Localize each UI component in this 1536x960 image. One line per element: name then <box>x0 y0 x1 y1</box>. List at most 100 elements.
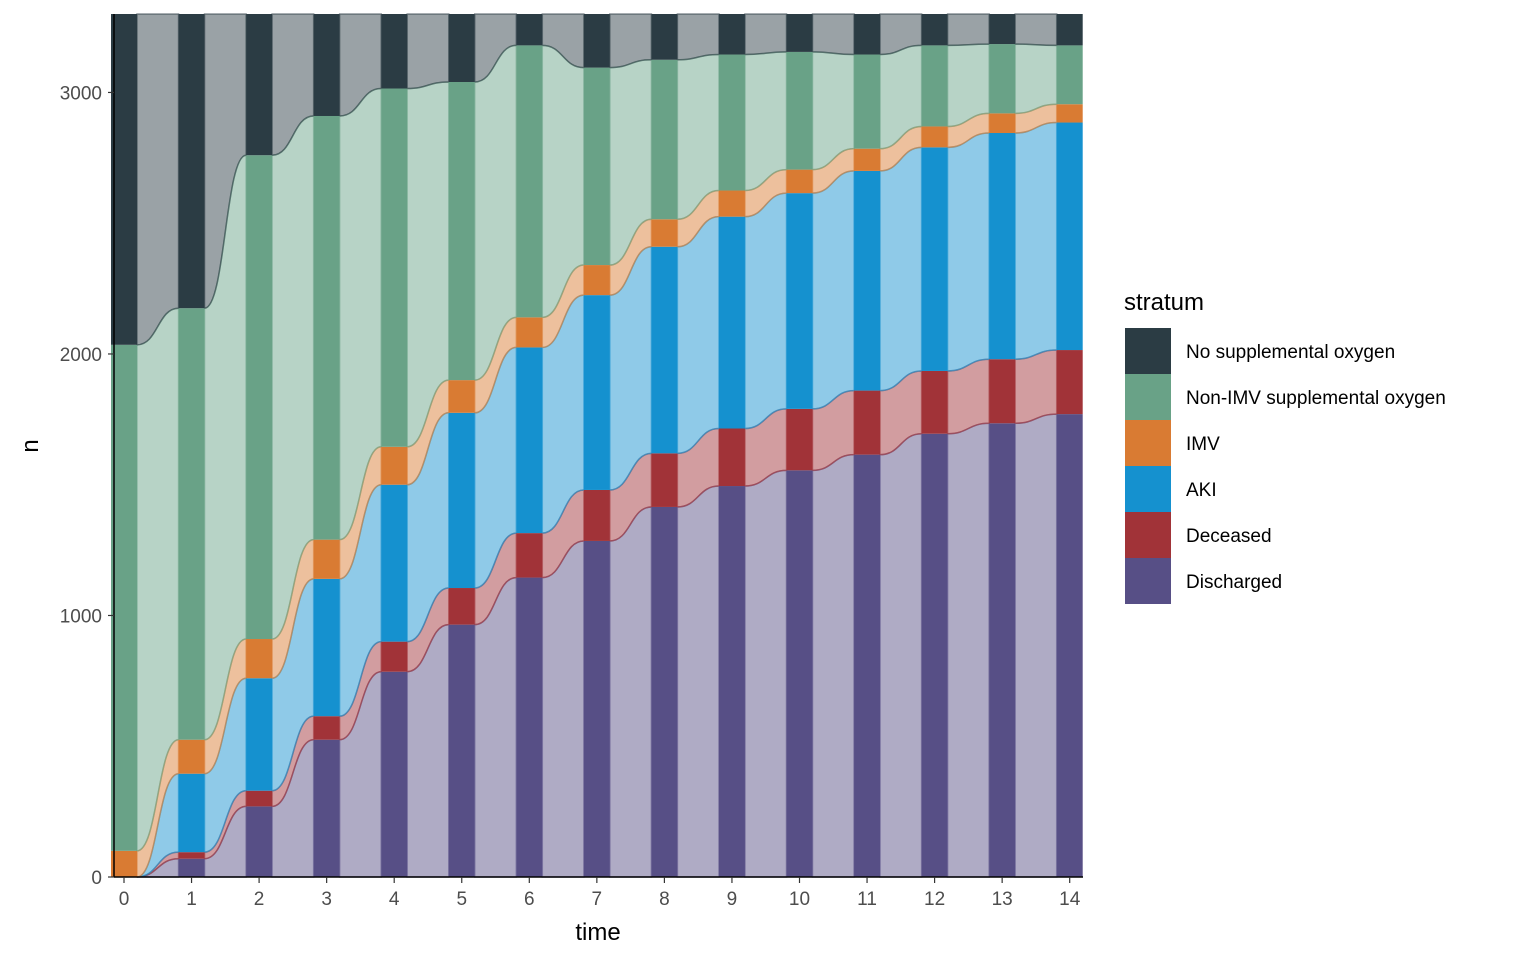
bar-imv-t11 <box>854 148 881 171</box>
flow-deceased-t13 <box>1014 349 1058 425</box>
legend-label-aki: AKI <box>1186 480 1217 501</box>
bar-deceased-t13 <box>989 359 1016 424</box>
bar-discharged-t13 <box>989 423 1016 877</box>
legend: stratum No supplemental oxygen Non-IMV su… <box>1124 289 1446 604</box>
y-tick-label: 0 <box>91 868 102 889</box>
bar-discharged-t5 <box>448 624 475 877</box>
flow-no-supplemental-oxygen-t10 <box>811 13 855 56</box>
bar-discharged-t1 <box>178 858 205 877</box>
bar-deceased-t5 <box>448 588 475 625</box>
bar-no-supplemental-oxygen-t4 <box>381 14 408 89</box>
bar-imv-t3 <box>313 539 340 579</box>
flow-discharged-t6 <box>541 540 585 878</box>
x-tick-label: 8 <box>659 889 670 910</box>
bar-non-imv-supplemental-oxygen-t13 <box>989 44 1016 114</box>
bar-non-imv-supplemental-oxygen-t5 <box>448 81 475 381</box>
bar-discharged-t3 <box>313 739 340 877</box>
flow-no-supplemental-oxygen-t13 <box>1014 13 1058 47</box>
bar-aki-t9 <box>718 216 745 429</box>
bar-non-imv-supplemental-oxygen-t9 <box>718 54 745 191</box>
x-tick-label: 4 <box>389 889 400 910</box>
flow-aki-t9 <box>744 192 788 430</box>
bar-discharged-t6 <box>516 577 543 877</box>
bar-imv-t12 <box>921 126 948 148</box>
x-tick-label: 5 <box>456 889 467 910</box>
x-tick-label: 14 <box>1059 889 1081 910</box>
flow-aki-t13 <box>1014 121 1058 360</box>
bar-non-imv-supplemental-oxygen-t1 <box>178 308 205 740</box>
flow-no-supplemental-oxygen-t4 <box>406 13 450 90</box>
bar-non-imv-supplemental-oxygen-t12 <box>921 45 948 127</box>
bar-deceased-t1 <box>178 852 205 859</box>
bar-deceased-t3 <box>313 716 340 740</box>
bar-discharged-t12 <box>921 433 948 877</box>
bar-non-imv-supplemental-oxygen-t6 <box>516 45 543 318</box>
bar-aki-t14 <box>1056 122 1083 351</box>
bar-imv-t6 <box>516 317 543 348</box>
bar-deceased-t7 <box>583 489 610 541</box>
x-tick-label: 6 <box>524 889 535 910</box>
flow-no-supplemental-oxygen-t2 <box>271 13 315 156</box>
bar-no-supplemental-oxygen-t8 <box>651 14 678 60</box>
legend-key-no-supplemental-oxygen <box>1125 328 1171 374</box>
bar-imv-t0 <box>111 850 137 877</box>
bar-discharged-t11 <box>854 454 881 877</box>
legend-label-non-imv-supplemental-oxygen: Non-IMV supplemental oxygen <box>1186 388 1446 409</box>
bar-imv-t8 <box>651 219 678 247</box>
bar-imv-t14 <box>1056 104 1083 123</box>
flow-no-supplemental-oxygen-t0 <box>136 13 180 346</box>
bar-no-supplemental-oxygen-t9 <box>718 14 745 55</box>
flow-non-imv-supplemental-oxygen-t13 <box>1014 43 1058 115</box>
bar-aki-t13 <box>989 132 1016 360</box>
bar-aki-t12 <box>921 147 948 371</box>
bar-aki-t1 <box>178 773 205 853</box>
bar-deceased-t8 <box>651 453 678 507</box>
x-tick-label: 0 <box>119 889 130 910</box>
flow-discharged-t10 <box>811 453 855 878</box>
flow-discharged-t11 <box>879 432 923 878</box>
bar-aki-t11 <box>854 170 881 391</box>
x-tick-label: 1 <box>186 889 197 910</box>
bar-deceased-t14 <box>1056 350 1083 415</box>
flow-discharged-t13 <box>1014 413 1058 878</box>
bar-aki-t4 <box>381 484 408 642</box>
bar-non-imv-supplemental-oxygen-t10 <box>786 51 813 170</box>
legend-label-deceased: Deceased <box>1186 526 1272 547</box>
bar-no-supplemental-oxygen-t1 <box>178 14 205 309</box>
bar-aki-t7 <box>583 295 610 490</box>
bar-aki-t8 <box>651 246 678 454</box>
x-tick-label: 13 <box>992 889 1013 910</box>
bar-discharged-t8 <box>651 506 678 877</box>
bar-no-supplemental-oxygen-t2 <box>246 14 273 156</box>
bar-discharged-t4 <box>381 671 408 877</box>
legend-key-imv <box>1125 420 1171 466</box>
legend-label-no-supplemental-oxygen: No supplemental oxygen <box>1186 342 1395 363</box>
x-tick-label: 2 <box>254 889 265 910</box>
flow-discharged-t12 <box>946 422 990 878</box>
x-ticks: 0 1 2 3 4 5 6 7 8 9 10 11 12 13 14 <box>119 877 1081 910</box>
bar-no-supplemental-oxygen-t11 <box>854 14 881 55</box>
x-tick-label: 11 <box>857 889 877 910</box>
flow-no-supplemental-oxygen-t7 <box>609 13 653 69</box>
bar-discharged-t14 <box>1056 414 1083 877</box>
bar-imv-t10 <box>786 169 813 194</box>
bar-imv-t1 <box>178 739 205 774</box>
bar-no-supplemental-oxygen-t7 <box>583 14 610 68</box>
bar-deceased-t9 <box>718 428 745 487</box>
bar-deceased-t12 <box>921 370 948 434</box>
y-tick-label: 2000 <box>60 345 102 366</box>
bar-non-imv-supplemental-oxygen-t3 <box>313 115 340 540</box>
bar-deceased-t10 <box>786 408 813 471</box>
bar-no-supplemental-oxygen-t10 <box>786 14 813 52</box>
stratum-bars <box>111 14 1083 877</box>
bar-non-imv-supplemental-oxygen-t7 <box>583 67 610 266</box>
bar-non-imv-supplemental-oxygen-t14 <box>1056 45 1083 105</box>
legend-label-discharged: Discharged <box>1186 572 1282 593</box>
bar-no-supplemental-oxygen-t12 <box>921 14 948 46</box>
legend-key-non-imv-supplemental-oxygen <box>1125 374 1171 420</box>
bar-discharged-t10 <box>786 470 813 877</box>
flow-aki-t8 <box>676 215 720 455</box>
x-tick-label: 9 <box>727 889 738 910</box>
bar-aki-t2 <box>246 678 273 791</box>
